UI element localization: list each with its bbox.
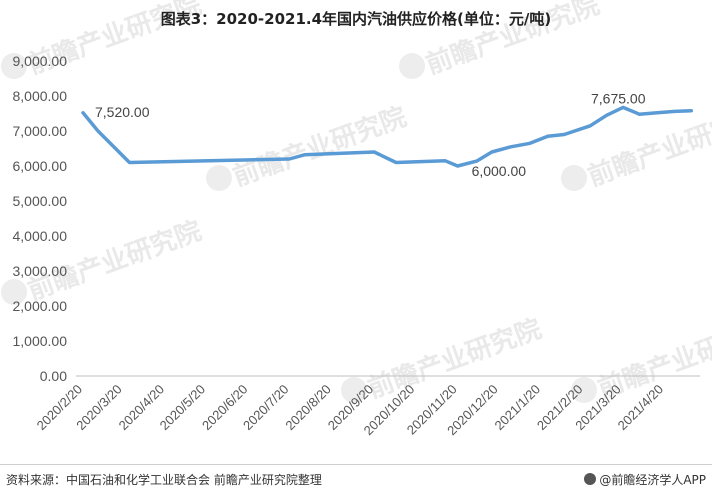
line-chart: 前瞻产业研究院前瞻产业研究院前瞻产业研究院前瞻产业研究院前瞻产业研究院前瞻产业研…	[1, 0, 712, 438]
y-tick-label: 8,000.00	[13, 88, 68, 104]
chart-title: 图表3：2020-2021.4年国内汽油供应价格(单位：元/吨)	[160, 10, 552, 28]
watermark-layer: 前瞻产业研究院前瞻产业研究院前瞻产业研究院前瞻产业研究院前瞻产业研究院前瞻产业研…	[1, 0, 712, 405]
brand-credit: @前瞻经济学人APP	[584, 471, 706, 488]
y-tick-label: 2,000.00	[13, 298, 68, 314]
watermark-logo-icon	[1, 53, 27, 79]
x-tick-label: 2020/5/20	[157, 382, 209, 434]
y-tick-label: 1,000.00	[13, 333, 68, 349]
watermark-text: 前瞻产业研究院	[229, 101, 411, 192]
x-tick-label: 2021/1/20	[492, 382, 544, 434]
data-labels: 7,520.00 6,000.00 7,675.00	[95, 90, 646, 179]
x-tick-label: 2020/8/20	[282, 382, 334, 434]
footer-divider	[0, 464, 712, 465]
price-series-line	[81, 105, 694, 168]
data-label: 7,520.00	[95, 104, 150, 120]
watermark-logo-icon	[561, 165, 587, 191]
y-tick-label: 0.00	[40, 368, 67, 384]
data-label: 6,000.00	[472, 163, 527, 179]
y-tick-label: 4,000.00	[13, 228, 68, 244]
data-label: 7,675.00	[591, 90, 646, 106]
y-tick-label: 3,000.00	[13, 263, 68, 279]
brand-label: @前瞻经济学人APP	[599, 473, 706, 487]
watermark-logo-icon	[206, 165, 232, 191]
watermark-logo-icon	[399, 53, 425, 79]
watermark-logo-icon	[1, 279, 27, 305]
brand-logo-icon	[584, 473, 597, 485]
watermark-logo-icon	[341, 377, 367, 403]
x-tick-label: 2020/7/20	[240, 382, 292, 434]
y-tick-label: 9,000.00	[13, 53, 68, 69]
watermark-logo-icon	[571, 377, 597, 403]
y-tick-label: 6,000.00	[13, 158, 68, 174]
y-tick-label: 7,000.00	[13, 123, 68, 139]
series-layer	[81, 105, 694, 168]
source-note: 资料来源：中国石油和化学工业联合会 前瞻产业研究院整理	[6, 473, 322, 487]
y-tick-label: 5,000.00	[13, 193, 68, 209]
footer: 资料来源：中国石油和化学工业联合会 前瞻产业研究院整理 @前瞻经济学人APP	[0, 464, 712, 496]
